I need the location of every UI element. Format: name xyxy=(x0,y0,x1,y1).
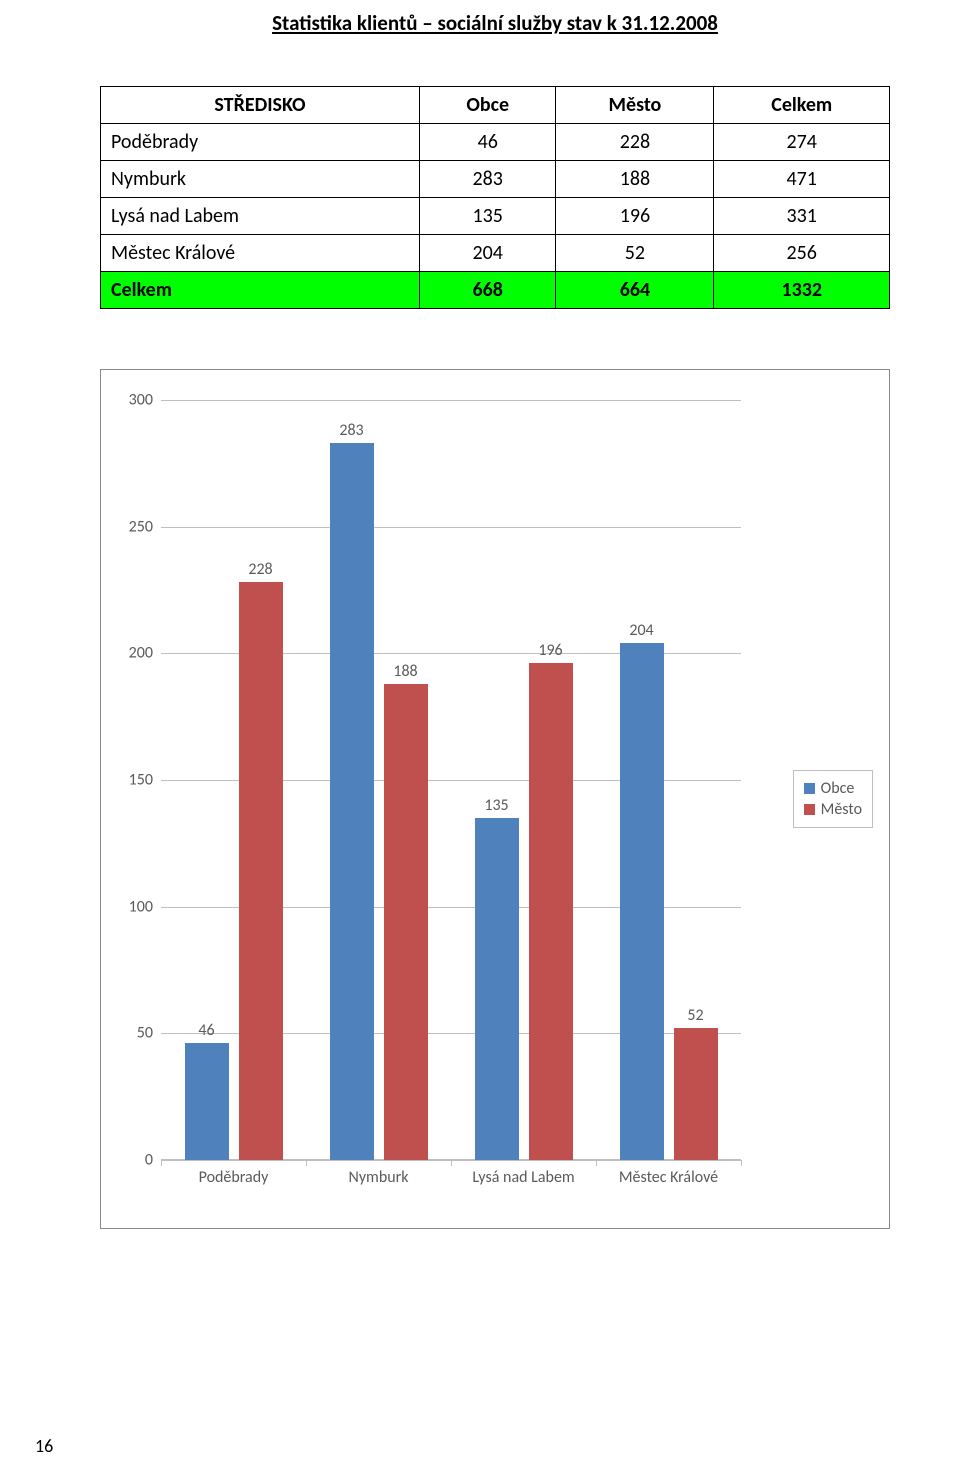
bar-obce: 135 xyxy=(475,818,519,1160)
page-number: 16 xyxy=(35,1435,53,1457)
row-label: Lysá nad Labem xyxy=(101,198,420,235)
row-mesto: 228 xyxy=(556,124,714,161)
legend-label: Obce xyxy=(821,779,855,798)
x-tick xyxy=(741,1160,742,1166)
bar-obce: 204 xyxy=(620,643,664,1160)
x-axis-label: Městec Králové xyxy=(596,1168,741,1187)
col-header-stredisko: STŘEDISKO xyxy=(101,87,420,124)
legend-item: Město xyxy=(804,800,862,819)
row-obce: 204 xyxy=(420,235,556,272)
legend-swatch xyxy=(804,804,815,815)
x-axis-label: Poděbrady xyxy=(161,1168,306,1187)
x-tick xyxy=(596,1160,597,1166)
chart-legend: Obce Město xyxy=(793,770,873,828)
bar-value-label: 188 xyxy=(393,662,417,681)
row-label: Poděbrady xyxy=(101,124,420,161)
bar-obce: 46 xyxy=(185,1043,229,1160)
bar-value-label: 228 xyxy=(248,560,272,579)
row-label: Celkem xyxy=(101,272,420,309)
col-header-celkem: Celkem xyxy=(714,87,890,124)
y-axis-label: 50 xyxy=(137,1024,153,1043)
y-axis-label: 0 xyxy=(145,1151,153,1170)
data-table: STŘEDISKO Obce Město Celkem Poděbrady462… xyxy=(100,86,890,309)
bar-obce: 283 xyxy=(330,443,374,1160)
legend-swatch xyxy=(804,783,815,794)
gridline xyxy=(161,527,741,528)
table-row: Nymburk283188471 xyxy=(101,161,890,198)
table-row: Lysá nad Labem135196331 xyxy=(101,198,890,235)
bar-value-label: 135 xyxy=(484,796,508,815)
row-label: Nymburk xyxy=(101,161,420,198)
row-celkem: 1332 xyxy=(714,272,890,309)
row-mesto: 196 xyxy=(556,198,714,235)
row-mesto: 664 xyxy=(556,272,714,309)
row-celkem: 256 xyxy=(714,235,890,272)
y-axis-label: 250 xyxy=(129,517,153,536)
col-header-mesto: Město xyxy=(556,87,714,124)
page-title: Statistika klientů – sociální služby sta… xyxy=(100,10,890,36)
table-row: Poděbrady46228274 xyxy=(101,124,890,161)
y-axis-label: 300 xyxy=(129,391,153,410)
row-celkem: 274 xyxy=(714,124,890,161)
bar-value-label: 196 xyxy=(538,641,562,660)
legend-label: Město xyxy=(821,800,862,819)
bar-value-label: 46 xyxy=(198,1021,214,1040)
x-tick xyxy=(161,1160,162,1166)
row-label: Městec Králové xyxy=(101,235,420,272)
row-obce: 46 xyxy=(420,124,556,161)
bar-chart: 0501001502002503004622828318813519620452… xyxy=(100,369,890,1229)
row-obce: 283 xyxy=(420,161,556,198)
x-axis-label: Nymburk xyxy=(306,1168,451,1187)
row-mesto: 52 xyxy=(556,235,714,272)
x-tick xyxy=(451,1160,452,1166)
row-celkem: 331 xyxy=(714,198,890,235)
x-tick xyxy=(306,1160,307,1166)
bar-město: 228 xyxy=(239,582,283,1160)
legend-item: Obce xyxy=(804,779,862,798)
y-axis-label: 100 xyxy=(129,897,153,916)
bar-value-label: 283 xyxy=(339,421,363,440)
row-celkem: 471 xyxy=(714,161,890,198)
bar-město: 196 xyxy=(529,663,573,1160)
bar-město: 188 xyxy=(384,684,428,1160)
row-obce: 668 xyxy=(420,272,556,309)
row-mesto: 188 xyxy=(556,161,714,198)
x-axis-label: Lysá nad Labem xyxy=(451,1168,596,1187)
bar-město: 52 xyxy=(674,1028,718,1160)
table-row: Celkem6686641332 xyxy=(101,272,890,309)
gridline xyxy=(161,400,741,401)
bar-value-label: 204 xyxy=(629,621,653,640)
bar-value-label: 52 xyxy=(687,1006,703,1025)
y-axis-label: 150 xyxy=(129,771,153,790)
y-axis-label: 200 xyxy=(129,644,153,663)
table-row: Městec Králové20452256 xyxy=(101,235,890,272)
row-obce: 135 xyxy=(420,198,556,235)
col-header-obce: Obce xyxy=(420,87,556,124)
